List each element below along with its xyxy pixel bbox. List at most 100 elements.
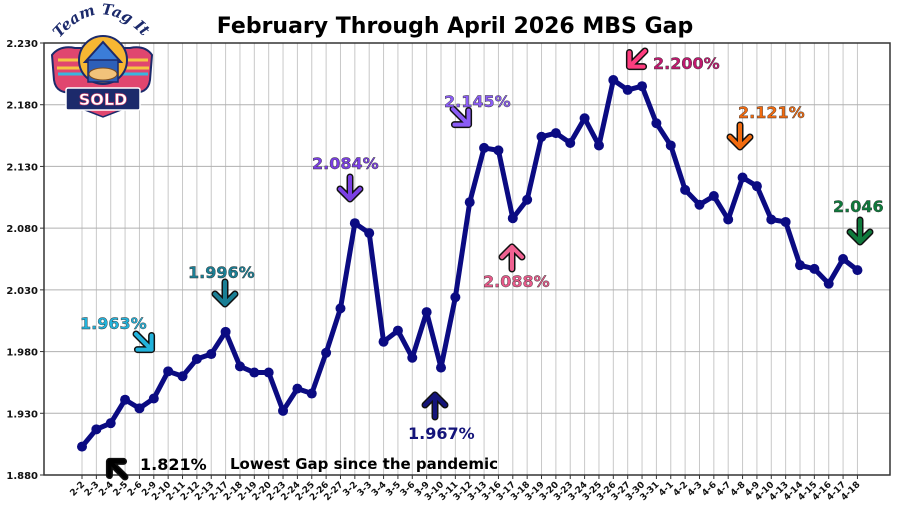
data-point bbox=[479, 142, 490, 153]
annotation-label: 1.821% bbox=[140, 455, 207, 474]
data-point bbox=[321, 347, 332, 358]
data-point bbox=[349, 218, 360, 229]
arrow-fill bbox=[338, 175, 362, 201]
data-point bbox=[565, 137, 576, 148]
data-point bbox=[550, 128, 561, 139]
data-point bbox=[622, 84, 633, 95]
data-point bbox=[249, 367, 260, 378]
data-point bbox=[593, 140, 604, 151]
arrow-fill bbox=[627, 49, 647, 69]
team-tag-it-logo: Team Tag It SOLD bbox=[49, 0, 153, 118]
data-point bbox=[206, 349, 217, 360]
annotation-arrow-icon bbox=[726, 121, 754, 151]
annotation-label: 1.963% bbox=[80, 314, 147, 333]
annotation-label: 2.200% bbox=[653, 54, 720, 73]
lowest-gap-note: Lowest Gap since the pandemic bbox=[230, 455, 498, 473]
data-point bbox=[708, 191, 719, 202]
annotation-label: 1.967% bbox=[408, 424, 475, 443]
arrow-fill bbox=[423, 393, 447, 419]
chart-title: February Through April 2026 MBS Gap bbox=[217, 14, 693, 39]
data-point bbox=[522, 194, 533, 205]
data-point bbox=[780, 216, 791, 227]
arrow-fill bbox=[451, 107, 471, 127]
y-tick-label: 2.180 bbox=[6, 101, 38, 112]
annotation-arrow-icon bbox=[498, 243, 526, 273]
annotation-arrow-icon bbox=[625, 47, 649, 71]
annotation-arrow-icon bbox=[421, 391, 449, 421]
data-point bbox=[263, 367, 274, 378]
data-point bbox=[77, 441, 87, 452]
data-point bbox=[191, 353, 202, 364]
data-point bbox=[120, 394, 131, 405]
logo-top-text: Team Tag It bbox=[49, 0, 153, 41]
data-point bbox=[795, 260, 805, 271]
svg-text:Team Tag It: Team Tag It bbox=[49, 0, 153, 41]
arrow-fill bbox=[134, 332, 154, 352]
annotation-label: 2.088% bbox=[483, 272, 550, 291]
data-point bbox=[680, 184, 691, 195]
annotation-arrow-icon bbox=[132, 330, 156, 354]
data-point bbox=[421, 307, 432, 318]
data-point bbox=[507, 213, 518, 224]
data-point bbox=[464, 197, 475, 208]
annotation-arrow-icon bbox=[336, 173, 364, 203]
arrow-fill bbox=[213, 280, 237, 306]
data-point bbox=[91, 424, 102, 435]
y-tick-label: 2.080 bbox=[6, 224, 38, 235]
data-point bbox=[766, 214, 777, 225]
data-point bbox=[536, 131, 547, 142]
data-point bbox=[665, 140, 676, 151]
data-point bbox=[723, 214, 734, 225]
arrow-fill bbox=[728, 123, 752, 149]
data-point bbox=[148, 393, 159, 404]
data-point bbox=[105, 418, 116, 429]
annotation-label: 2.145% bbox=[444, 92, 511, 111]
annotation-label: 1.996% bbox=[188, 263, 255, 282]
y-tick-label: 1.930 bbox=[6, 409, 38, 420]
data-point bbox=[694, 199, 705, 210]
y-tick-label: 2.230 bbox=[6, 39, 38, 50]
data-point bbox=[306, 388, 317, 399]
data-point bbox=[234, 361, 245, 372]
grid bbox=[44, 42, 890, 476]
annotation-label: 2.084% bbox=[312, 154, 379, 173]
annotations: 1.821% 1.963% 1.996% 2.084% 1.967% 2.145% 2.08… bbox=[80, 47, 884, 481]
data-point bbox=[407, 352, 418, 363]
y-tick-label: 1.980 bbox=[6, 348, 38, 359]
series-line bbox=[77, 75, 863, 452]
data-point bbox=[278, 405, 289, 416]
arrow-fill bbox=[500, 245, 524, 271]
data-point bbox=[292, 383, 303, 394]
data-point bbox=[823, 278, 834, 289]
y-tick-label: 2.030 bbox=[6, 286, 38, 297]
data-point bbox=[493, 145, 504, 156]
data-point bbox=[450, 292, 461, 303]
data-point bbox=[579, 113, 590, 124]
data-point bbox=[852, 265, 863, 276]
arrow-fill bbox=[107, 459, 127, 479]
annotation-arrow-icon bbox=[105, 457, 129, 481]
annotation-arrow-icon bbox=[211, 278, 239, 308]
data-point bbox=[134, 403, 145, 414]
data-point bbox=[163, 366, 174, 377]
data-point bbox=[608, 75, 619, 86]
annotation-arrow-icon bbox=[449, 105, 473, 129]
annotation-arrow-icon bbox=[846, 216, 874, 246]
logo-badge-text: SOLD bbox=[79, 90, 128, 109]
annotation-label: 2.046 bbox=[833, 197, 884, 216]
data-point bbox=[751, 181, 762, 192]
data-point bbox=[436, 362, 446, 373]
annotation-label: 2.121% bbox=[738, 103, 805, 122]
data-point bbox=[220, 326, 231, 337]
data-point bbox=[809, 263, 820, 274]
data-point bbox=[637, 81, 648, 92]
arrow-fill bbox=[848, 218, 872, 244]
data-point bbox=[364, 228, 375, 239]
data-point bbox=[378, 336, 389, 347]
data-point bbox=[392, 325, 403, 336]
plot-frame bbox=[43, 42, 891, 476]
data-point bbox=[838, 254, 849, 264]
y-tick-label: 1.880 bbox=[6, 471, 38, 482]
data-point bbox=[651, 118, 662, 129]
